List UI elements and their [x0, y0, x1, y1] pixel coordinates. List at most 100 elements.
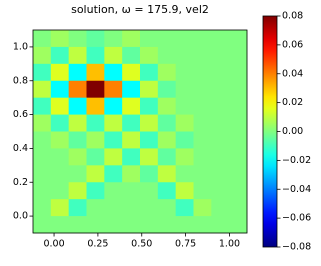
heat-cell [157, 63, 177, 82]
heat-cell [33, 63, 52, 82]
heat-cell [33, 97, 52, 115]
heat-cell [229, 63, 248, 82]
heat-cell [122, 46, 141, 65]
heat-cell [140, 80, 159, 99]
heat-cell [175, 182, 194, 200]
plot-frame [32, 29, 248, 234]
heat-cell [229, 131, 248, 149]
heat-cell [50, 165, 70, 183]
heat-cell [68, 114, 87, 132]
heat-cell [157, 131, 177, 149]
y-tick-label: 0.2 [13, 177, 28, 188]
x-tick-label: 1.00 [219, 239, 240, 250]
heat-cell [211, 148, 230, 166]
heat-cell [229, 80, 248, 99]
heat-cell [229, 182, 248, 200]
heat-cell [104, 216, 123, 234]
heat-cell [122, 216, 141, 234]
heat-cell [122, 199, 141, 217]
heat-cell [86, 216, 105, 234]
heat-cell [140, 182, 159, 200]
heat-cell [211, 63, 230, 82]
heat-cell [229, 216, 248, 234]
colorbar-tick-label: −0.08 [282, 242, 311, 253]
heat-cell [140, 216, 159, 234]
heat-cell [68, 46, 87, 65]
heat-cell [50, 30, 70, 48]
heat-cell [211, 199, 230, 217]
colorbar-tick-label: −0.06 [282, 213, 311, 224]
heat-cell [211, 216, 230, 234]
y-tick-label: 1.0 [13, 41, 28, 52]
heat-cell [50, 114, 70, 132]
heat-cell [122, 30, 141, 48]
heat-cell [193, 165, 212, 183]
heat-cell [157, 148, 177, 166]
heat-cell [33, 80, 52, 99]
y-tick-label: 0.4 [13, 143, 28, 154]
heat-cell [68, 165, 87, 183]
heat-cell [229, 97, 248, 115]
heat-cell [122, 80, 141, 99]
heat-cell [211, 165, 230, 183]
heat-cell [33, 182, 52, 200]
heat-cell [86, 30, 105, 48]
heat-cell [86, 97, 105, 115]
heat-cell [122, 114, 141, 132]
heat-cell [50, 199, 70, 217]
colorbar-tick-label: −0.04 [282, 184, 311, 195]
colorbar-tick-label: 0.02 [282, 97, 303, 108]
heat-cell [193, 46, 212, 65]
heat-cell [104, 80, 123, 99]
x-tick-label: 0.00 [43, 239, 64, 250]
heat-cell [175, 165, 194, 183]
heat-cell [157, 97, 177, 115]
heat-cell [140, 199, 159, 217]
heat-cell [229, 199, 248, 217]
heat-cell [68, 148, 87, 166]
heat-cell [211, 131, 230, 149]
heat-cell [104, 114, 123, 132]
heat-cell [122, 131, 141, 149]
heat-cell [211, 46, 230, 65]
heat-cell [175, 30, 194, 48]
heat-cell [229, 165, 248, 183]
heat-cell [175, 46, 194, 65]
heat-cell [157, 46, 177, 65]
colorbar-tick-label: 0.06 [282, 39, 303, 50]
heat-cell [68, 97, 87, 115]
heat-cell [140, 97, 159, 115]
colorbar-tick-label: 0.00 [282, 126, 303, 137]
heat-cell [193, 182, 212, 200]
heat-cell [50, 216, 70, 234]
heat-cell [33, 216, 52, 234]
heat-cell [140, 131, 159, 149]
y-tick-label: 0.0 [13, 211, 28, 222]
heat-cell [50, 182, 70, 200]
heat-cell [33, 131, 52, 149]
heat-cell [86, 63, 105, 82]
heat-cell [33, 148, 52, 166]
y-tick-label: 0.6 [13, 109, 28, 120]
heat-cell [229, 30, 248, 48]
heat-cell [68, 30, 87, 48]
heat-cell [193, 63, 212, 82]
heat-cell [157, 216, 177, 234]
heat-cell [175, 216, 194, 234]
heat-cell [193, 216, 212, 234]
heat-cell [193, 148, 212, 166]
heat-cell [104, 30, 123, 48]
heat-cell [193, 131, 212, 149]
heat-cell [211, 114, 230, 132]
heat-cell [104, 182, 123, 200]
heat-cell [229, 46, 248, 65]
heat-cell [157, 165, 177, 183]
heat-cell [140, 148, 159, 166]
heat-cell [50, 131, 70, 149]
heat-cell [175, 114, 194, 132]
heat-cell [33, 46, 52, 65]
heat-cell [86, 182, 105, 200]
heat-cell [157, 199, 177, 217]
heat-cell [104, 97, 123, 115]
